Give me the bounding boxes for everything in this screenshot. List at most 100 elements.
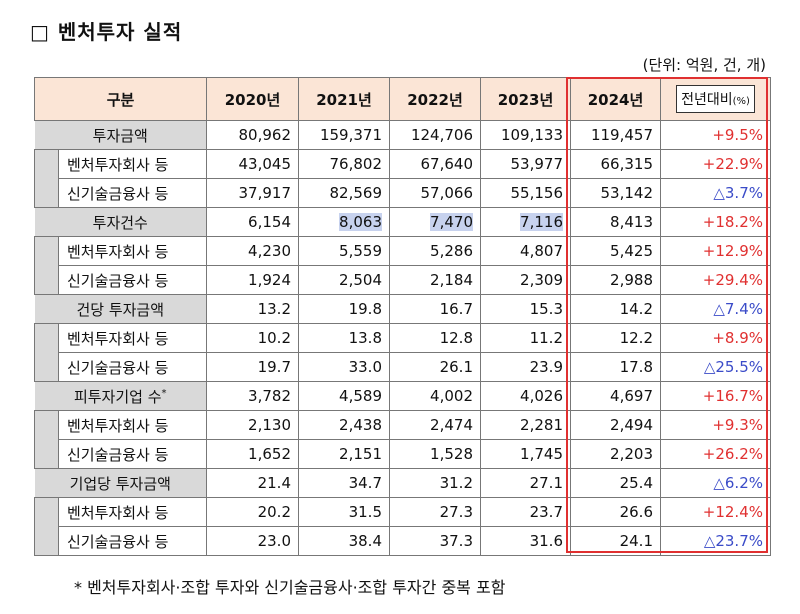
value-cell: 2,438 (298, 410, 390, 440)
value-cell: 5,559 (298, 236, 390, 266)
value-cell: 31.6 (480, 526, 571, 556)
group-indent (34, 149, 59, 179)
value-cell: 23.0 (206, 526, 299, 556)
group-indent (34, 323, 59, 353)
value-cell: 13.2 (206, 294, 299, 324)
yoy-cell: +16.7% (660, 381, 771, 411)
header-category: 구분 (34, 77, 207, 121)
value-cell: 2,504 (298, 265, 390, 295)
value-cell: 16.7 (389, 294, 481, 324)
venture-investment-table: 구분 2020년 2021년 2022년 2023년 2024년 전년대비(%)… (34, 77, 771, 556)
sub-label: 신기술금융사 등 (58, 439, 207, 469)
group-indent (34, 352, 59, 382)
value-cell: 2,281 (480, 410, 571, 440)
header-row: 구분 2020년 2021년 2022년 2023년 2024년 전년대비(%) (34, 77, 771, 121)
group-row: 투자금액 80,962 159,371 124,706 109,133 119,457 +9… (34, 120, 771, 150)
sub-row: 신기술금융사 등 23.0 38.4 37.3 31.6 24.1 △23.7% (34, 526, 771, 556)
value-cell: 26.6 (570, 497, 661, 527)
group-indent (34, 178, 59, 208)
value-cell: 27.3 (389, 497, 481, 527)
header-year: 2021년 (298, 77, 390, 121)
value-cell: 14.2 (570, 294, 661, 324)
group-label-text: 투자건수 (92, 213, 148, 232)
value-cell: 31.2 (389, 468, 481, 498)
value-cell: 19.7 (206, 352, 299, 382)
footnote: * 벤처투자회사·조합 투자와 신기술금융사·조합 투자간 중복 포함 (74, 578, 506, 597)
value-cell: 25.4 (570, 468, 661, 498)
value-cell: 7,116 (480, 207, 571, 237)
page-title: □ 벤처투자 실적 (30, 20, 183, 44)
yoy-cell: +26.2% (660, 439, 771, 469)
sub-row: 벤처투자회사 등 20.2 31.5 27.3 23.7 26.6 +12.4% (34, 497, 771, 527)
value-cell: 5,425 (570, 236, 661, 266)
value-cell: 2,474 (389, 410, 481, 440)
yoy-label-box: 전년대비(%) (676, 85, 755, 113)
value-cell: 3,782 (206, 381, 299, 411)
value-cell: 26.1 (389, 352, 481, 382)
yoy-cell: △3.7% (660, 178, 771, 208)
yoy-cell: △6.2% (660, 468, 771, 498)
yoy-cell: △7.4% (660, 294, 771, 324)
yoy-unit: (%) (732, 96, 750, 107)
value-cell: 119,457 (570, 120, 661, 150)
value-cell: 8,063 (298, 207, 390, 237)
group-indent (34, 410, 59, 440)
group-label: 건당 투자금액 (34, 294, 207, 324)
value-cell: 57,066 (389, 178, 481, 208)
value-cell: 1,528 (389, 439, 481, 469)
value-cell: 2,184 (389, 265, 481, 295)
sub-label: 벤처투자회사 등 (58, 497, 207, 527)
yoy-cell: +29.4% (660, 265, 771, 295)
value-cell: 24.1 (570, 526, 661, 556)
value-cell: 4,002 (389, 381, 481, 411)
value-cell: 5,286 (389, 236, 481, 266)
sub-label: 신기술금융사 등 (58, 526, 207, 556)
value-cell: 1,652 (206, 439, 299, 469)
sub-row: 신기술금융사 등 1,924 2,504 2,184 2,309 2,988 +29.4% (34, 265, 771, 295)
sub-row: 신기술금융사 등 37,917 82,569 57,066 55,156 53,142 △3… (34, 178, 771, 208)
value-cell: 82,569 (298, 178, 390, 208)
value-cell: 23.9 (480, 352, 571, 382)
group-indent (34, 236, 59, 266)
group-label-text: 투자금액 (92, 126, 148, 145)
group-label: 투자금액 (34, 120, 207, 150)
table-body: 투자금액 80,962 159,371 124,706 109,133 119,457 +9… (34, 120, 771, 556)
value-cell: 17.8 (570, 352, 661, 382)
sub-row: 벤처투자회사 등 43,045 76,802 67,640 53,977 66,315 +2… (34, 149, 771, 179)
highlighted-value: 7,470 (430, 213, 473, 231)
value-cell: 4,026 (480, 381, 571, 411)
group-label: 피투자기업 수* (34, 381, 207, 411)
value-cell: 4,230 (206, 236, 299, 266)
value-cell: 12.2 (570, 323, 661, 353)
sub-row: 벤처투자회사 등 10.2 13.8 12.8 11.2 12.2 +8.9% (34, 323, 771, 353)
value-cell: 43,045 (206, 149, 299, 179)
group-indent (34, 439, 59, 469)
sub-label: 신기술금융사 등 (58, 265, 207, 295)
header-yoy: 전년대비(%) (660, 77, 771, 121)
value-cell: 67,640 (389, 149, 481, 179)
value-cell: 80,962 (206, 120, 299, 150)
group-indent (34, 265, 59, 295)
group-label-text: 건당 투자금액 (76, 300, 165, 319)
value-cell: 12.8 (389, 323, 481, 353)
value-cell: 10.2 (206, 323, 299, 353)
sub-row: 신기술금융사 등 1,652 2,151 1,528 1,745 2,203 +26.2% (34, 439, 771, 469)
value-cell: 21.4 (206, 468, 299, 498)
value-cell: 159,371 (298, 120, 390, 150)
value-cell: 37.3 (389, 526, 481, 556)
value-cell: 2,130 (206, 410, 299, 440)
group-label-text: 기업당 투자금액 (69, 474, 171, 493)
group-row: 건당 투자금액 13.2 19.8 16.7 15.3 14.2 △7.4% (34, 294, 771, 324)
value-cell: 15.3 (480, 294, 571, 324)
note-mark: * (161, 387, 167, 399)
value-cell: 55,156 (480, 178, 571, 208)
value-cell: 34.7 (298, 468, 390, 498)
value-cell: 1,924 (206, 265, 299, 295)
value-cell: 37,917 (206, 178, 299, 208)
value-cell: 11.2 (480, 323, 571, 353)
value-cell: 7,470 (389, 207, 481, 237)
value-cell: 27.1 (480, 468, 571, 498)
header-year: 2022년 (389, 77, 481, 121)
sub-label: 벤처투자회사 등 (58, 410, 207, 440)
yoy-cell: +12.9% (660, 236, 771, 266)
